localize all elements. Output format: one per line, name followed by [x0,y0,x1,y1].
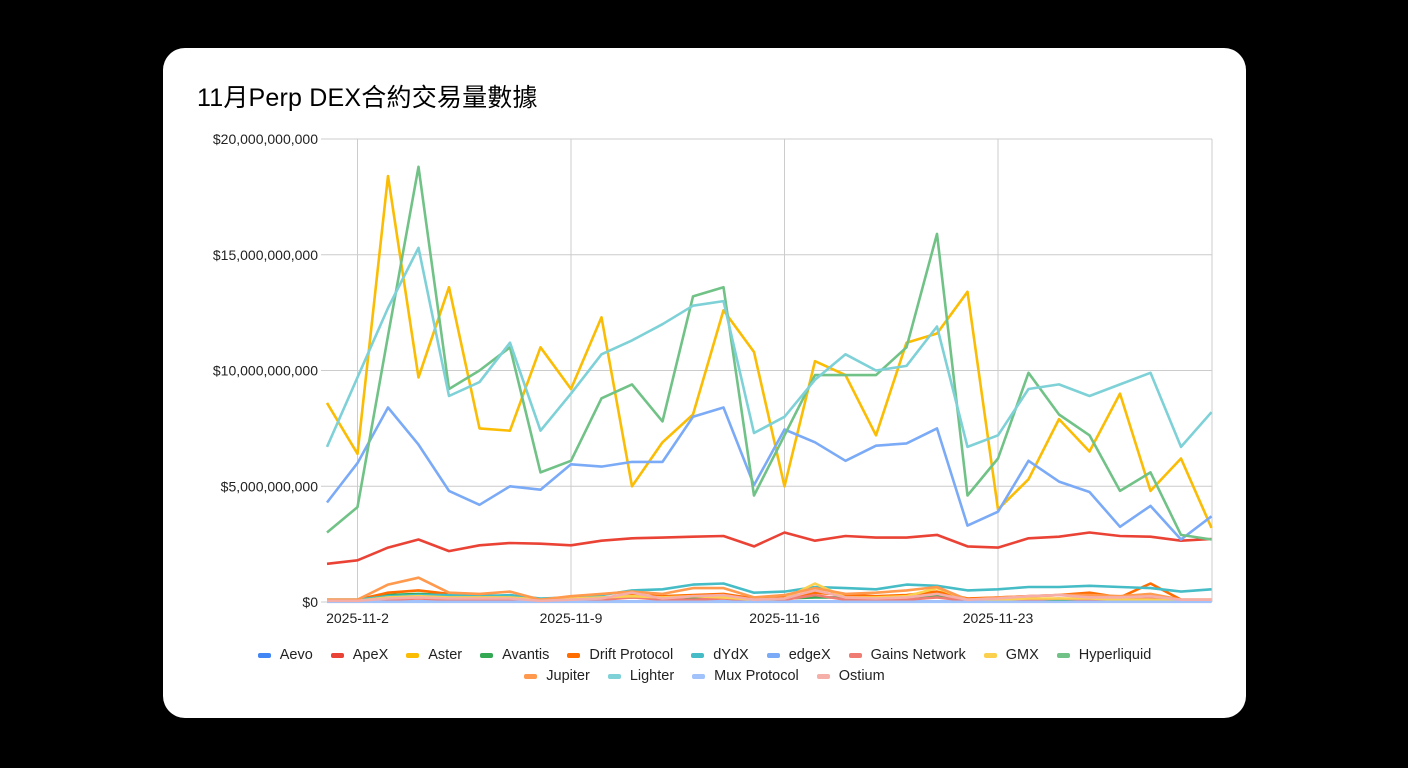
legend-label: edgeX [788,647,831,663]
legend-swatch-icon [607,673,621,679]
legend-item-apex[interactable]: ApeX [330,647,389,663]
legend-label: Lighter [629,668,675,684]
series-line-edgex [325,406,1213,541]
legend-label: Ostium [838,668,885,684]
legend-swatch-icon [330,652,344,658]
series-line-dydx [327,582,1212,602]
x-tick-label: 2025-11-9 [540,610,603,626]
x-tick-label: 2025-11-23 [963,610,1034,626]
series-line-hyperliquid [326,165,1212,541]
legend-item-drift-protocol[interactable]: Drift Protocol [567,647,673,663]
x-tick-label: 2025-11-16 [749,610,820,626]
y-tick-label: $10,000,000,000 [213,363,318,379]
legend-item-dydx[interactable]: dYdX [691,647,749,663]
chart-gridlines [321,138,1213,603]
legend-item-gains-network[interactable]: Gains Network [848,647,966,663]
y-axis-labels: $0 $5,000,000,000 $10,000,000,000 $15,000,0… [213,131,318,610]
legend-label: Aster [428,647,463,663]
y-tick-label: $5,000,000,000 [221,478,319,494]
legend-label: Avantis [502,647,550,663]
legend-item-gmx[interactable]: GMX [983,647,1039,663]
legend-item-hyperliquid[interactable]: Hyperliquid [1056,647,1152,663]
chart-card [163,48,1246,718]
legend-item-avantis[interactable]: Avantis [480,647,549,663]
legend-swatch-icon [766,652,780,658]
legend-swatch-icon [692,673,706,679]
legend-item-lighter[interactable]: Lighter [607,668,675,684]
legend-label: Gains Network [870,647,966,663]
legend-swatch-icon [983,652,997,658]
legend-row-2: Jupiter Lighter Mux Protocol Ostium [163,668,1246,684]
legend-swatch-icon [524,673,538,679]
legend-label: Hyperliquid [1078,647,1152,663]
x-tick-label: 2025-11-2 [326,610,389,626]
legend-swatch-icon [257,652,271,658]
legend-label: Drift Protocol [589,647,674,663]
legend-item-edgex[interactable]: edgeX [766,647,831,663]
series-line-ostium [327,589,1212,603]
x-axis-labels: 2025-11-2 2025-11-9 2025-11-16 2025-11-23 [326,610,1033,626]
legend-label: ApeX [352,647,389,663]
legend-label: Aevo [279,647,313,663]
series-line-lighter [325,246,1213,449]
legend-swatch-icon [691,652,705,658]
legend-swatch-icon [816,673,830,679]
chart-title: 11月Perp DEX合約交易量數據 [197,84,538,112]
y-tick-label: $20,000,000,000 [213,131,318,147]
series-line-apex [326,531,1212,566]
series-line-aster [325,174,1213,529]
legend-item-jupiter[interactable]: Jupiter [524,668,590,684]
legend-label: dYdX [713,647,749,663]
y-tick-label: $15,000,000,000 [213,247,318,263]
legend-item-mux-protocol[interactable]: Mux Protocol [692,668,799,684]
chart-series-lines [325,165,1213,604]
legend-item-ostium[interactable]: Ostium [816,668,885,684]
legend-label: Mux Protocol [714,668,799,684]
legend-swatch-icon [1056,652,1070,658]
legend-item-aevo[interactable]: Aevo [257,647,313,663]
legend-swatch-icon [480,652,494,658]
legend-item-aster[interactable]: Aster [406,647,462,663]
legend-swatch-icon [848,652,862,658]
legend-swatch-icon [567,652,581,658]
legend-row-1: Aevo ApeX Aster Avantis Drift Protocol dYdX ed… [163,647,1246,663]
y-tick-label: $0 [302,594,318,610]
legend-label: GMX [1005,647,1039,663]
legend-swatch-icon [406,652,420,658]
legend-label: Jupiter [546,668,590,684]
